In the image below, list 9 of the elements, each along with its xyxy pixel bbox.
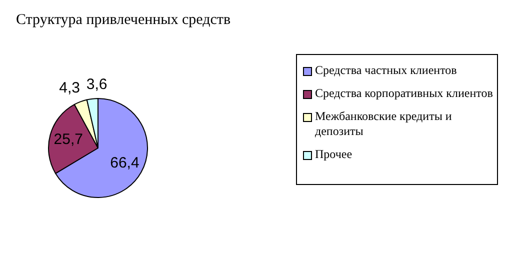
legend-label: Средства частных клиентов — [315, 63, 457, 78]
legend-label: Средства корпоративных клиентов — [315, 86, 493, 101]
data-label: 3,6 — [86, 76, 108, 94]
data-label: 66,4 — [110, 154, 140, 172]
chart-title: Структура привлеченных средств — [16, 12, 231, 29]
legend-label: Прочее — [315, 147, 352, 162]
data-label: 25,7 — [54, 131, 83, 148]
data-label: 4,3 — [59, 80, 80, 97]
legend-label: Межбанковские кредиты и депозиты — [315, 109, 453, 139]
